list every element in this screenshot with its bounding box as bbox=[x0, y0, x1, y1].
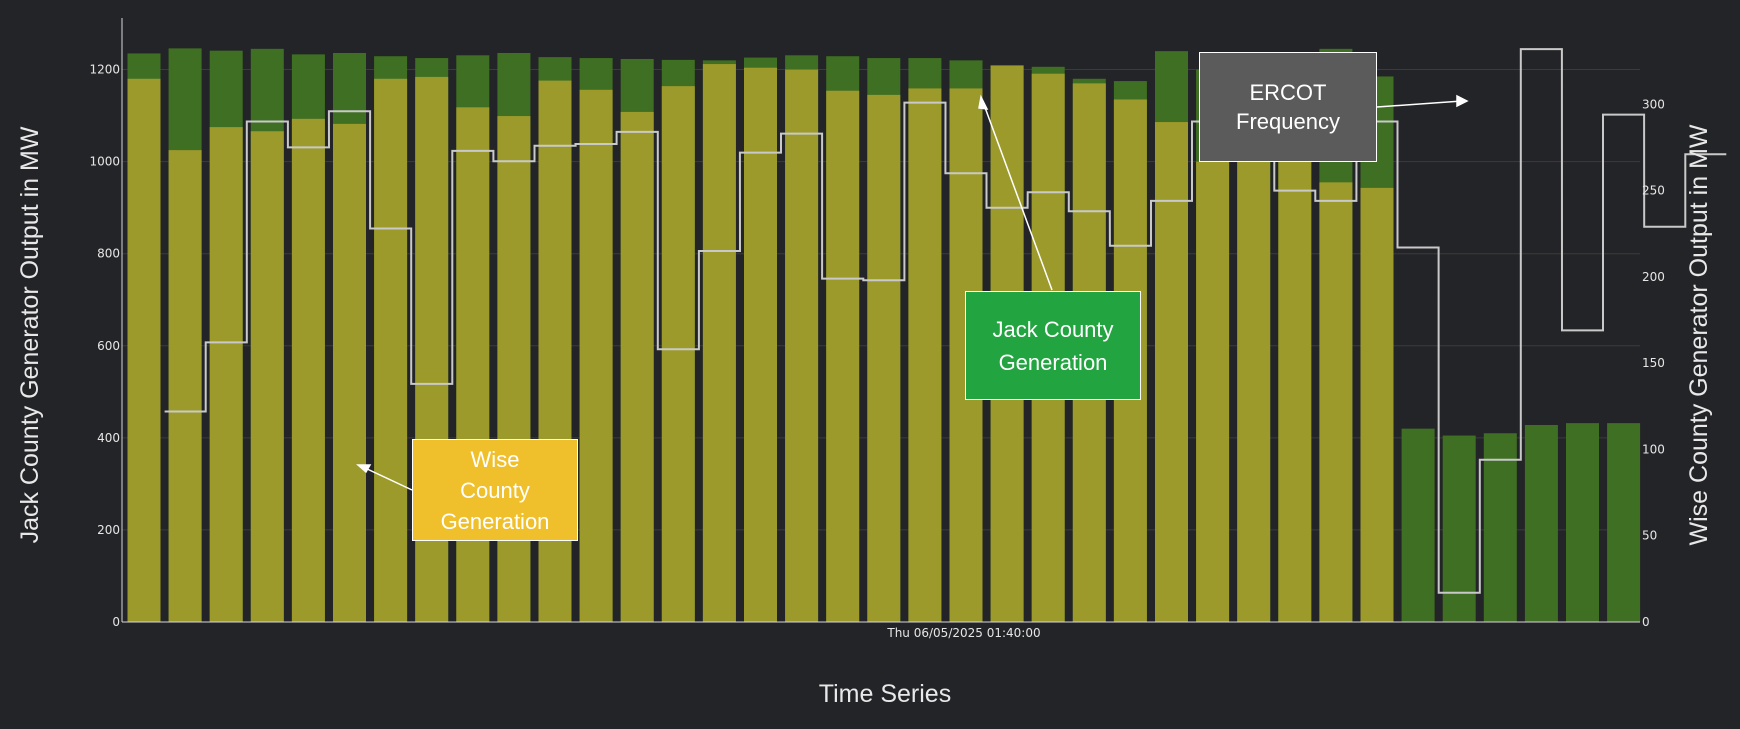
wise-county-bar bbox=[620, 111, 654, 622]
wise-county-bar bbox=[1278, 161, 1312, 622]
ercot-callout-line-1: ERCOT bbox=[1249, 80, 1327, 105]
jack-county-bar bbox=[1607, 423, 1641, 622]
wise-county-bar bbox=[168, 150, 202, 622]
jack-county-bar bbox=[1483, 433, 1517, 622]
frequency-line-layer bbox=[164, 48, 1727, 594]
wise-callout-line-3: Generation bbox=[440, 508, 550, 534]
jack-callout-line-2: Generation bbox=[998, 349, 1108, 375]
wise-county-bar bbox=[1319, 182, 1353, 622]
wise-county-bar bbox=[1196, 161, 1230, 622]
wise-callout-line-2: County bbox=[460, 477, 530, 503]
wise-county-bar bbox=[374, 78, 408, 622]
jack-county-callout: Jack County Generation bbox=[965, 291, 1141, 400]
y-right-tick-label: 50 bbox=[1642, 529, 1657, 543]
y-right-tick-label: 100 bbox=[1642, 442, 1665, 456]
wise-county-callout: Wise County Generation bbox=[412, 439, 578, 541]
y-right-ticks: 0 50 100 150 200 250 300 bbox=[1642, 97, 1665, 629]
y-left-tick-label: 800 bbox=[97, 247, 120, 261]
wise-county-bar bbox=[250, 131, 284, 622]
y-left-tick-label: 0 bbox=[112, 615, 120, 629]
wise-callout-line-1: Wise bbox=[470, 446, 520, 472]
wise-county-bar bbox=[456, 107, 490, 622]
y-left-tick-label: 600 bbox=[97, 339, 120, 353]
y-left-axis-title: Jack County Generator Output in MW bbox=[16, 126, 44, 543]
y-left-ticks: 0 200 400 600 800 1000 1200 bbox=[89, 63, 120, 629]
y-right-tick-label: 200 bbox=[1642, 270, 1665, 284]
jack-callout-line-1: Jack County bbox=[992, 316, 1114, 342]
wise-callout-arrowhead bbox=[356, 464, 372, 474]
y-right-tick-label: 300 bbox=[1642, 97, 1665, 111]
y-right-axis-title: Wise County Generator Output in MW bbox=[1685, 124, 1713, 545]
ercot-callout-arrowhead bbox=[1456, 94, 1469, 108]
jack-callout-arrowhead bbox=[978, 94, 989, 110]
y-left-tick-label: 200 bbox=[97, 523, 120, 537]
wise-county-bar bbox=[785, 69, 819, 622]
y-right-tick-label: 150 bbox=[1642, 356, 1665, 370]
x-tick-label: Thu 06/05/2025 01:40:00 bbox=[886, 626, 1040, 640]
y-left-tick-label: 1000 bbox=[89, 155, 120, 169]
ercot-callout-line-2: Frequency bbox=[1236, 109, 1340, 134]
wise-county-bar bbox=[908, 88, 942, 622]
jack-county-bar bbox=[1566, 423, 1599, 622]
wise-county-bar bbox=[826, 90, 860, 623]
y-left-tick-label: 1200 bbox=[89, 63, 120, 77]
wise-county-bar bbox=[497, 116, 531, 623]
wise-callout-arrow bbox=[362, 466, 413, 491]
wise-county-bar bbox=[127, 78, 161, 622]
wise-county-bar bbox=[1237, 161, 1271, 622]
ercot-frequency-line bbox=[164, 48, 1727, 594]
y-right-tick-label: 0 bbox=[1642, 615, 1650, 629]
jack-county-bar bbox=[1524, 424, 1558, 622]
callout-arrows bbox=[356, 94, 1469, 491]
y-right-tick-label: 250 bbox=[1642, 184, 1665, 198]
wise-county-bar bbox=[702, 64, 736, 623]
wise-county-bar bbox=[209, 127, 243, 623]
jack-callout-arrow bbox=[982, 101, 1053, 291]
y-left-tick-label: 400 bbox=[97, 431, 120, 445]
wise-county-bar bbox=[579, 89, 613, 622]
wise-county-bar bbox=[291, 118, 325, 622]
ercot-callout-arrow bbox=[1376, 100, 1463, 108]
wise-county-bar bbox=[333, 123, 366, 622]
ercot-frequency-callout: ERCOT Frequency bbox=[1199, 52, 1377, 162]
wise-county-bar bbox=[744, 67, 777, 623]
bars bbox=[127, 48, 1641, 623]
jack-county-bar bbox=[1401, 428, 1435, 622]
jack-county-bar bbox=[1442, 435, 1476, 622]
wise-county-bar bbox=[1360, 187, 1394, 622]
x-axis-title: Time Series bbox=[819, 680, 951, 708]
wise-county-bar bbox=[1155, 122, 1188, 622]
wise-county-bar bbox=[867, 94, 901, 622]
wise-county-bar bbox=[661, 86, 695, 622]
